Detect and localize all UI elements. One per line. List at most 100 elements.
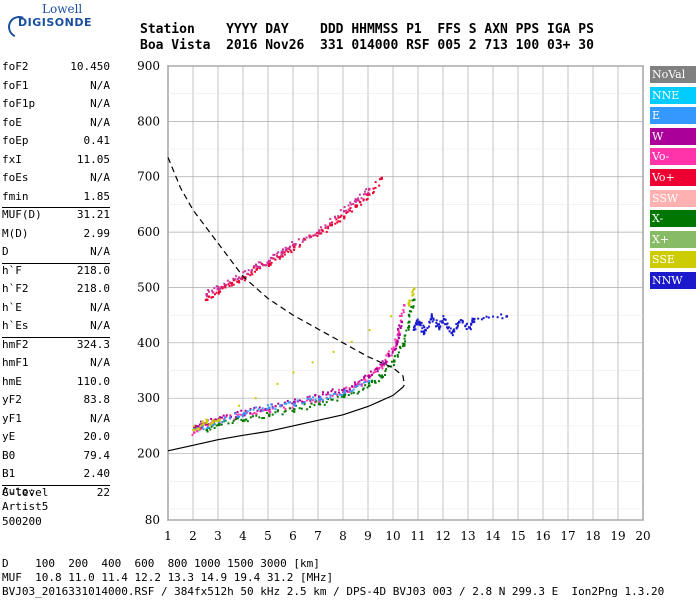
echo-point [240, 409, 243, 412]
echo-point [297, 238, 300, 241]
echo-point [381, 374, 384, 377]
echo-point [464, 324, 467, 327]
echo-point [279, 405, 282, 408]
echo-point [398, 337, 401, 340]
echo-point [423, 331, 426, 335]
echo-point [255, 268, 258, 271]
echo-point [334, 216, 337, 219]
param-name: yF2 [2, 393, 22, 406]
echo-point [314, 394, 317, 397]
echo-point [412, 289, 415, 292]
echo-point [221, 287, 224, 290]
echo-point [458, 320, 461, 324]
footer-distance-row: D 100 200 400 600 800 1000 1500 3000 [km… [2, 557, 320, 570]
echo-point [500, 313, 503, 316]
echo-point [197, 428, 200, 431]
param-row: D N/A [2, 243, 110, 262]
echo-point [446, 326, 449, 329]
param-row: h`E N/A [2, 299, 110, 318]
param-row: C-level 22 [2, 484, 110, 503]
legend-item: X- [650, 210, 696, 228]
echo-point [334, 392, 337, 395]
param-row: foE N/A [2, 114, 110, 133]
echo-point [367, 374, 370, 377]
echo-point [395, 342, 398, 346]
echo-point [193, 425, 196, 428]
echo-point [366, 192, 369, 195]
echo-point [206, 424, 209, 427]
echo-point [268, 259, 271, 263]
echo-point [356, 384, 359, 387]
echo-point [343, 209, 346, 213]
echo-point [237, 413, 240, 416]
echo-point [473, 317, 476, 321]
echo-point [372, 187, 375, 190]
echo-point [346, 390, 349, 393]
echo-point [342, 394, 345, 397]
echo-point [456, 324, 459, 327]
param-value: N/A [90, 245, 110, 258]
echo-point [318, 231, 321, 234]
echo-point [387, 365, 390, 368]
echo-point [241, 276, 244, 279]
echo-point [382, 364, 385, 367]
echo-point [413, 298, 416, 302]
echo-point [380, 364, 383, 368]
echo-point [408, 326, 411, 329]
echo-point [399, 347, 402, 350]
echo-point [257, 261, 260, 264]
echo-point [325, 393, 328, 396]
echo-point [243, 279, 246, 282]
echo-point [425, 329, 428, 332]
param-name: fxI [2, 152, 22, 166]
param-name: fmin [2, 189, 29, 203]
echo-point [243, 412, 246, 415]
echo-point [251, 413, 254, 416]
echo-point [337, 215, 340, 218]
echo-point [404, 340, 407, 343]
echo-point [207, 426, 210, 429]
echo-point [385, 368, 388, 371]
echo-point [396, 341, 399, 344]
echo-point [234, 278, 237, 281]
echo-point [269, 256, 272, 259]
echo-point [226, 279, 229, 282]
echo-point [352, 202, 355, 205]
echo-point [469, 328, 472, 331]
auto-code: 500200 [2, 515, 42, 528]
echo-point [236, 280, 239, 283]
echo-point [305, 236, 308, 239]
echo-point [236, 410, 239, 413]
param-name: B0 [2, 448, 16, 462]
echo-point [386, 352, 389, 355]
echo-point [320, 398, 323, 401]
echo-point [337, 388, 340, 391]
echo-point [371, 379, 374, 382]
echo-point [407, 328, 410, 331]
x-tick-label: 12 [435, 529, 450, 543]
echo-point [316, 234, 319, 237]
echo-point [283, 253, 286, 256]
echo-point [446, 322, 449, 325]
echo-point [276, 255, 279, 258]
param-name: foE [2, 115, 22, 129]
echo-point [471, 319, 474, 322]
echo-point [223, 418, 226, 421]
echo-point [364, 384, 367, 387]
echo-point [272, 257, 275, 260]
echo-point [218, 287, 221, 290]
echo-point [364, 374, 367, 377]
echo-point [358, 193, 361, 196]
echo-point [238, 415, 241, 418]
param-value: N/A [90, 411, 110, 425]
echo-point [309, 405, 312, 408]
echo-point [444, 323, 447, 326]
echo-point [206, 295, 209, 298]
echo-point [344, 393, 347, 396]
y-tick-label: 300 [137, 391, 160, 405]
echo-point [236, 415, 239, 418]
echo-point [319, 396, 322, 399]
echo-point [330, 390, 333, 393]
echo-point [207, 288, 210, 291]
echo-point [318, 395, 321, 398]
